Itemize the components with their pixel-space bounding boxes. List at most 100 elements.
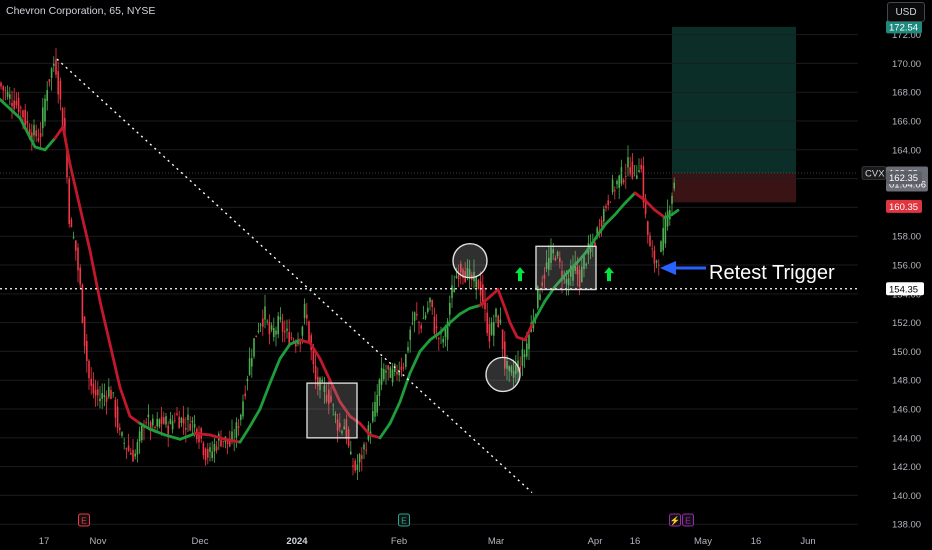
candle-body bbox=[515, 365, 517, 375]
candle-body bbox=[354, 460, 356, 471]
candle-body bbox=[59, 80, 62, 100]
time-tick-label: 16 bbox=[751, 536, 762, 547]
candle-body bbox=[578, 269, 581, 287]
ma-segment bbox=[338, 400, 352, 418]
time-axis[interactable]: 17 Nov Dec 2024 Feb Mar Apr 16 May 16 Jun bbox=[39, 536, 816, 547]
candle-body bbox=[81, 284, 84, 323]
ma-segment bbox=[248, 407, 262, 428]
candle-body bbox=[77, 247, 79, 271]
candle-body bbox=[171, 421, 174, 430]
candle-body bbox=[83, 316, 86, 346]
candle-body bbox=[136, 442, 139, 455]
candle-body bbox=[662, 228, 664, 251]
candle-body bbox=[255, 335, 257, 338]
candle-body bbox=[398, 371, 400, 376]
candle-body bbox=[46, 90, 48, 102]
ma-segment bbox=[643, 198, 657, 212]
time-tick-label: Dec bbox=[192, 536, 209, 547]
candle-body bbox=[202, 443, 205, 456]
candle-body bbox=[345, 419, 348, 440]
candle-body bbox=[583, 256, 585, 269]
price-tick-label: 172.00 bbox=[892, 30, 921, 41]
price-tick-label: 138.00 bbox=[892, 520, 921, 531]
up-arrow-icon bbox=[515, 267, 525, 282]
ma-segment bbox=[448, 312, 462, 325]
time-tick-label: 16 bbox=[630, 536, 641, 547]
candle-body bbox=[22, 110, 24, 118]
candle-body bbox=[246, 378, 249, 382]
ma-segment bbox=[573, 252, 587, 267]
candle-body bbox=[317, 376, 319, 387]
candle-body bbox=[9, 94, 11, 99]
ma-segment bbox=[258, 381, 272, 411]
price-tick-label: 156.00 bbox=[892, 261, 921, 272]
price-tick-label: 144.00 bbox=[892, 433, 921, 444]
candle-body bbox=[407, 347, 409, 352]
candle-body bbox=[451, 285, 453, 298]
ma-segment bbox=[18, 116, 37, 149]
candle-body bbox=[600, 220, 603, 227]
event-marker[interactable] bbox=[682, 513, 694, 527]
candle-body bbox=[193, 423, 196, 428]
candle-body bbox=[4, 90, 7, 91]
candle-body bbox=[130, 453, 132, 455]
ma-segment bbox=[388, 400, 402, 425]
candle-body bbox=[125, 448, 128, 450]
stop-price-label: 160.35 bbox=[889, 202, 918, 213]
highlight-circle bbox=[485, 356, 521, 393]
candle-body bbox=[185, 427, 187, 430]
candle-body bbox=[585, 263, 587, 266]
event-marker[interactable] bbox=[398, 513, 410, 527]
candle-body bbox=[572, 265, 574, 281]
currency-button[interactable]: USD bbox=[887, 2, 925, 22]
ma-segment bbox=[0, 98, 22, 120]
candle-body bbox=[411, 323, 414, 325]
candle-body bbox=[633, 165, 636, 167]
event-marker[interactable] bbox=[78, 513, 90, 527]
candle-body bbox=[94, 389, 97, 396]
candle-body bbox=[352, 465, 354, 468]
candle-body bbox=[288, 331, 290, 346]
candle-body bbox=[209, 447, 211, 452]
candle-body bbox=[112, 392, 114, 394]
candle-body bbox=[649, 235, 651, 247]
event-marker[interactable] bbox=[669, 513, 681, 527]
candle-body bbox=[235, 422, 238, 438]
candle-body bbox=[127, 445, 130, 451]
ma-segment bbox=[348, 414, 362, 425]
candle-body bbox=[512, 370, 515, 378]
candle-body bbox=[323, 385, 326, 392]
candle-body bbox=[363, 444, 365, 450]
candle-body bbox=[35, 130, 37, 137]
price-axis[interactable]: 138.00 140.00 142.00 144.00 146.00 148.00 150.… bbox=[861, 20, 928, 531]
ma-segment bbox=[378, 422, 392, 440]
candle-body bbox=[39, 133, 42, 138]
candle-body bbox=[526, 343, 528, 357]
candle-body bbox=[24, 109, 26, 126]
candle-body bbox=[576, 266, 579, 275]
candle-body bbox=[405, 354, 407, 367]
candle-body bbox=[215, 446, 218, 451]
candle-body bbox=[385, 370, 387, 373]
ma-segment bbox=[523, 321, 535, 342]
candle-body bbox=[468, 269, 471, 278]
candle-body bbox=[103, 394, 106, 397]
candle-body bbox=[306, 314, 308, 319]
candle-body bbox=[636, 175, 638, 179]
candle-body bbox=[361, 455, 363, 459]
candle-body bbox=[92, 383, 95, 394]
candle-body bbox=[350, 451, 352, 455]
candle-body bbox=[581, 266, 583, 283]
ma-segment bbox=[128, 414, 142, 425]
annotations bbox=[56, 58, 706, 494]
up-arrow-icon bbox=[604, 267, 614, 282]
ma-segment bbox=[653, 208, 667, 219]
candle-body bbox=[114, 399, 117, 418]
event-markers[interactable]: E E ⚡ E bbox=[78, 513, 694, 527]
candle-body bbox=[391, 369, 394, 383]
ma-segment bbox=[670, 208, 680, 217]
candle-body bbox=[325, 394, 328, 402]
candle-body bbox=[143, 427, 145, 429]
time-tick-label: Mar bbox=[488, 536, 504, 547]
